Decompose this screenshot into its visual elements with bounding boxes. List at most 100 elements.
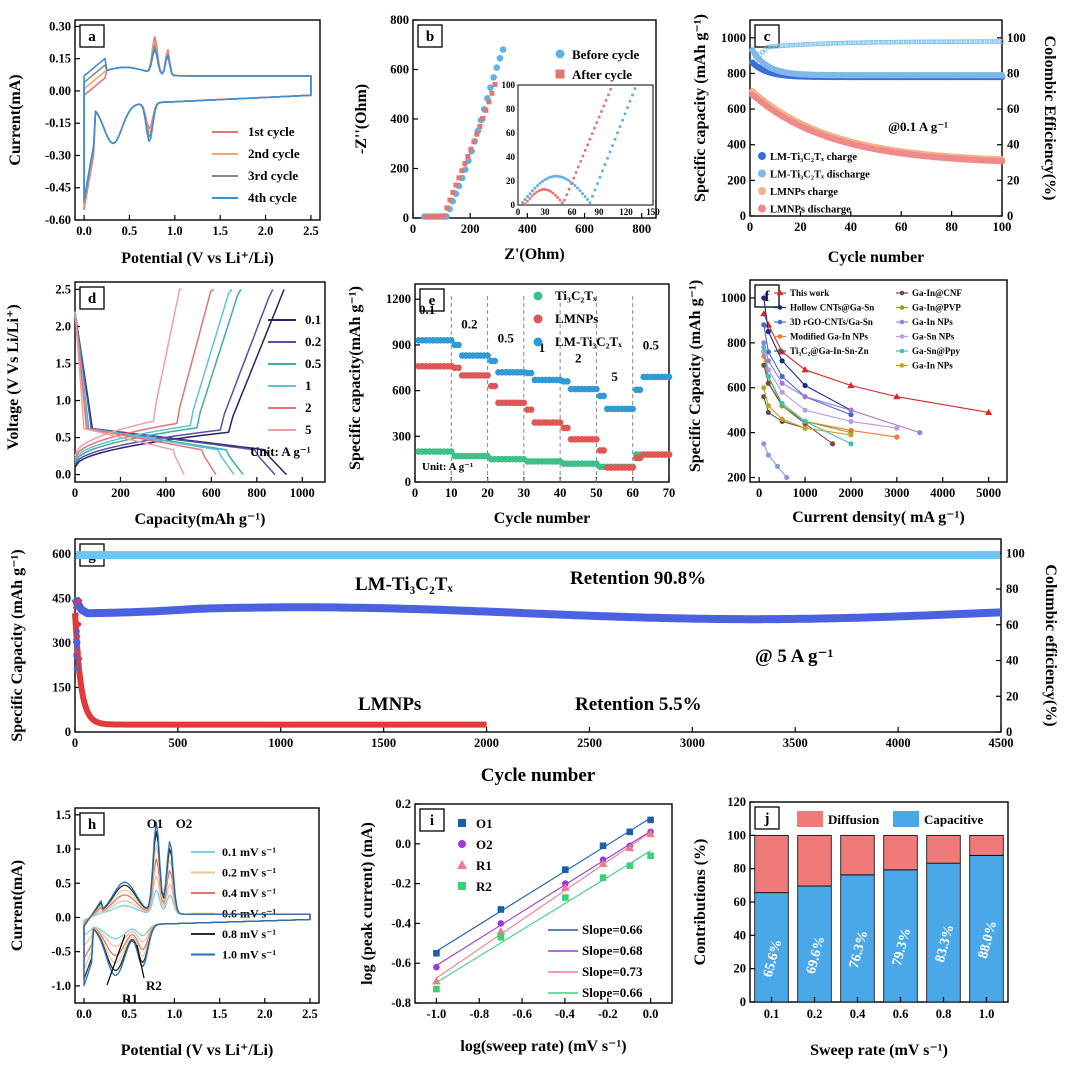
x-tick-label: 2.0: [257, 1007, 273, 1021]
legend-swatch-diffusion: [797, 811, 823, 827]
inset-after-point: [528, 197, 532, 200]
legend-label: 3rd cycle: [248, 168, 298, 183]
inset-before-point: [583, 195, 587, 199]
after-point: [435, 214, 441, 220]
literature-point: [765, 373, 771, 380]
inset-before-point: [608, 150, 612, 154]
inset-before-point: [603, 163, 607, 167]
rate-point: [484, 372, 491, 379]
legend-label: Modified Ga-In NPs: [790, 332, 869, 342]
literature-point: [985, 408, 993, 416]
x-tick-label: 100: [993, 220, 1012, 234]
inset-before-point: [586, 198, 589, 202]
legend-marker: [777, 305, 783, 310]
literature-point: [765, 403, 771, 409]
x-axis-label: Capacity(mAh g⁻¹): [134, 511, 265, 528]
y2-tick-label: 100: [1007, 31, 1026, 45]
literature-point: [779, 400, 785, 407]
y-axis-label: Specific Capacity (mAh g⁻¹): [9, 549, 26, 741]
y2-tick-label: 100: [1006, 546, 1025, 560]
ce-point: [843, 40, 848, 46]
x-tick-label: 0.6: [893, 1007, 909, 1021]
y-tick-label: 600: [727, 381, 746, 395]
inset-after-point: [565, 193, 569, 196]
peak-point: [598, 859, 608, 867]
x-tick-label: 2.5: [302, 1007, 318, 1021]
legend-label: After cycle: [572, 67, 632, 82]
x-tick-label: 60: [895, 220, 908, 234]
legend-label: LM-Ti₃C₂Tₓ discharge: [770, 170, 870, 181]
inset-before-point: [601, 169, 604, 173]
literature-line: [763, 313, 989, 413]
literature-point: [761, 441, 767, 447]
inset-before-point: [591, 194, 594, 198]
plot-frame: [749, 801, 1009, 1003]
x-tick-label: 30: [518, 486, 531, 500]
ce-point: [858, 40, 864, 45]
ce-point: [770, 44, 775, 49]
literature-point: [894, 434, 900, 440]
legend-marker: [899, 305, 905, 310]
x-tick-label: 10: [445, 486, 458, 500]
ce-point: [815, 41, 821, 47]
literature-point: [784, 474, 790, 481]
peak-r2: R2: [146, 978, 162, 993]
y-tick-label: -0.60: [45, 213, 71, 227]
ce-point: [803, 42, 808, 47]
y-tick-label: 1000: [721, 291, 746, 305]
y-tick-label: 80: [734, 862, 747, 876]
ce-point: [931, 39, 937, 44]
y-tick-label: 1000: [721, 31, 746, 45]
y-tick-label: -0.4: [391, 916, 412, 930]
rate-point: [491, 357, 499, 365]
legend-marker: [777, 319, 783, 325]
ce-point: [813, 41, 818, 47]
panel-letter-box: [79, 286, 105, 310]
legend-label: O2: [476, 837, 493, 852]
rate-point: [600, 447, 607, 454]
panel-letter-box: [79, 812, 105, 836]
rate-point: [455, 364, 462, 372]
ce-point: [778, 43, 783, 49]
y-tick-label: 0: [740, 995, 746, 1009]
ce-point: [982, 39, 987, 44]
y-tick-label: 200: [727, 173, 746, 187]
x-tick-label: 4000: [930, 486, 955, 500]
ce-point: [825, 41, 831, 46]
y-tick-label: 0: [405, 475, 411, 489]
x-tick-label: 1000: [290, 486, 315, 500]
rate-point: [665, 373, 673, 381]
panel-letter-box: [419, 288, 445, 312]
rate-point: [484, 352, 491, 359]
y-tick-label: 400: [727, 138, 746, 152]
panel-letter-box: [754, 24, 780, 48]
inset-before-point: [611, 144, 614, 148]
rate-label: 5: [611, 369, 618, 384]
y-tick-label: 0.5: [55, 431, 71, 445]
ce-point: [828, 41, 833, 46]
y-tick-label: -0.6: [391, 956, 411, 970]
initial-point: [73, 597, 79, 602]
inset-before-point: [556, 174, 559, 178]
ce-point: [841, 40, 846, 46]
ce-point: [926, 39, 932, 45]
rate-point: [629, 464, 637, 471]
inset-before-point: [598, 175, 602, 179]
literature-point: [765, 452, 771, 458]
literature-point: [893, 393, 901, 400]
panel-letter: j: [764, 811, 770, 827]
after-point: [462, 161, 468, 167]
y-axis-label: -Z''(Ohm): [353, 84, 370, 154]
y2-tick-label: 60: [1007, 102, 1020, 116]
peak-point: [497, 906, 505, 913]
panel-letter: a: [88, 29, 96, 45]
initial-point: [75, 663, 80, 669]
bar-capacitive: [754, 892, 789, 1003]
legend-label: 0.2 mV s⁻¹: [222, 866, 276, 880]
inset-x-tick: 0: [516, 207, 521, 217]
after-point: [429, 214, 435, 220]
y-tick-label: 40: [734, 928, 747, 942]
after-point: [444, 205, 450, 211]
plot-frame: [414, 283, 670, 483]
inset-after-point: [577, 165, 580, 169]
